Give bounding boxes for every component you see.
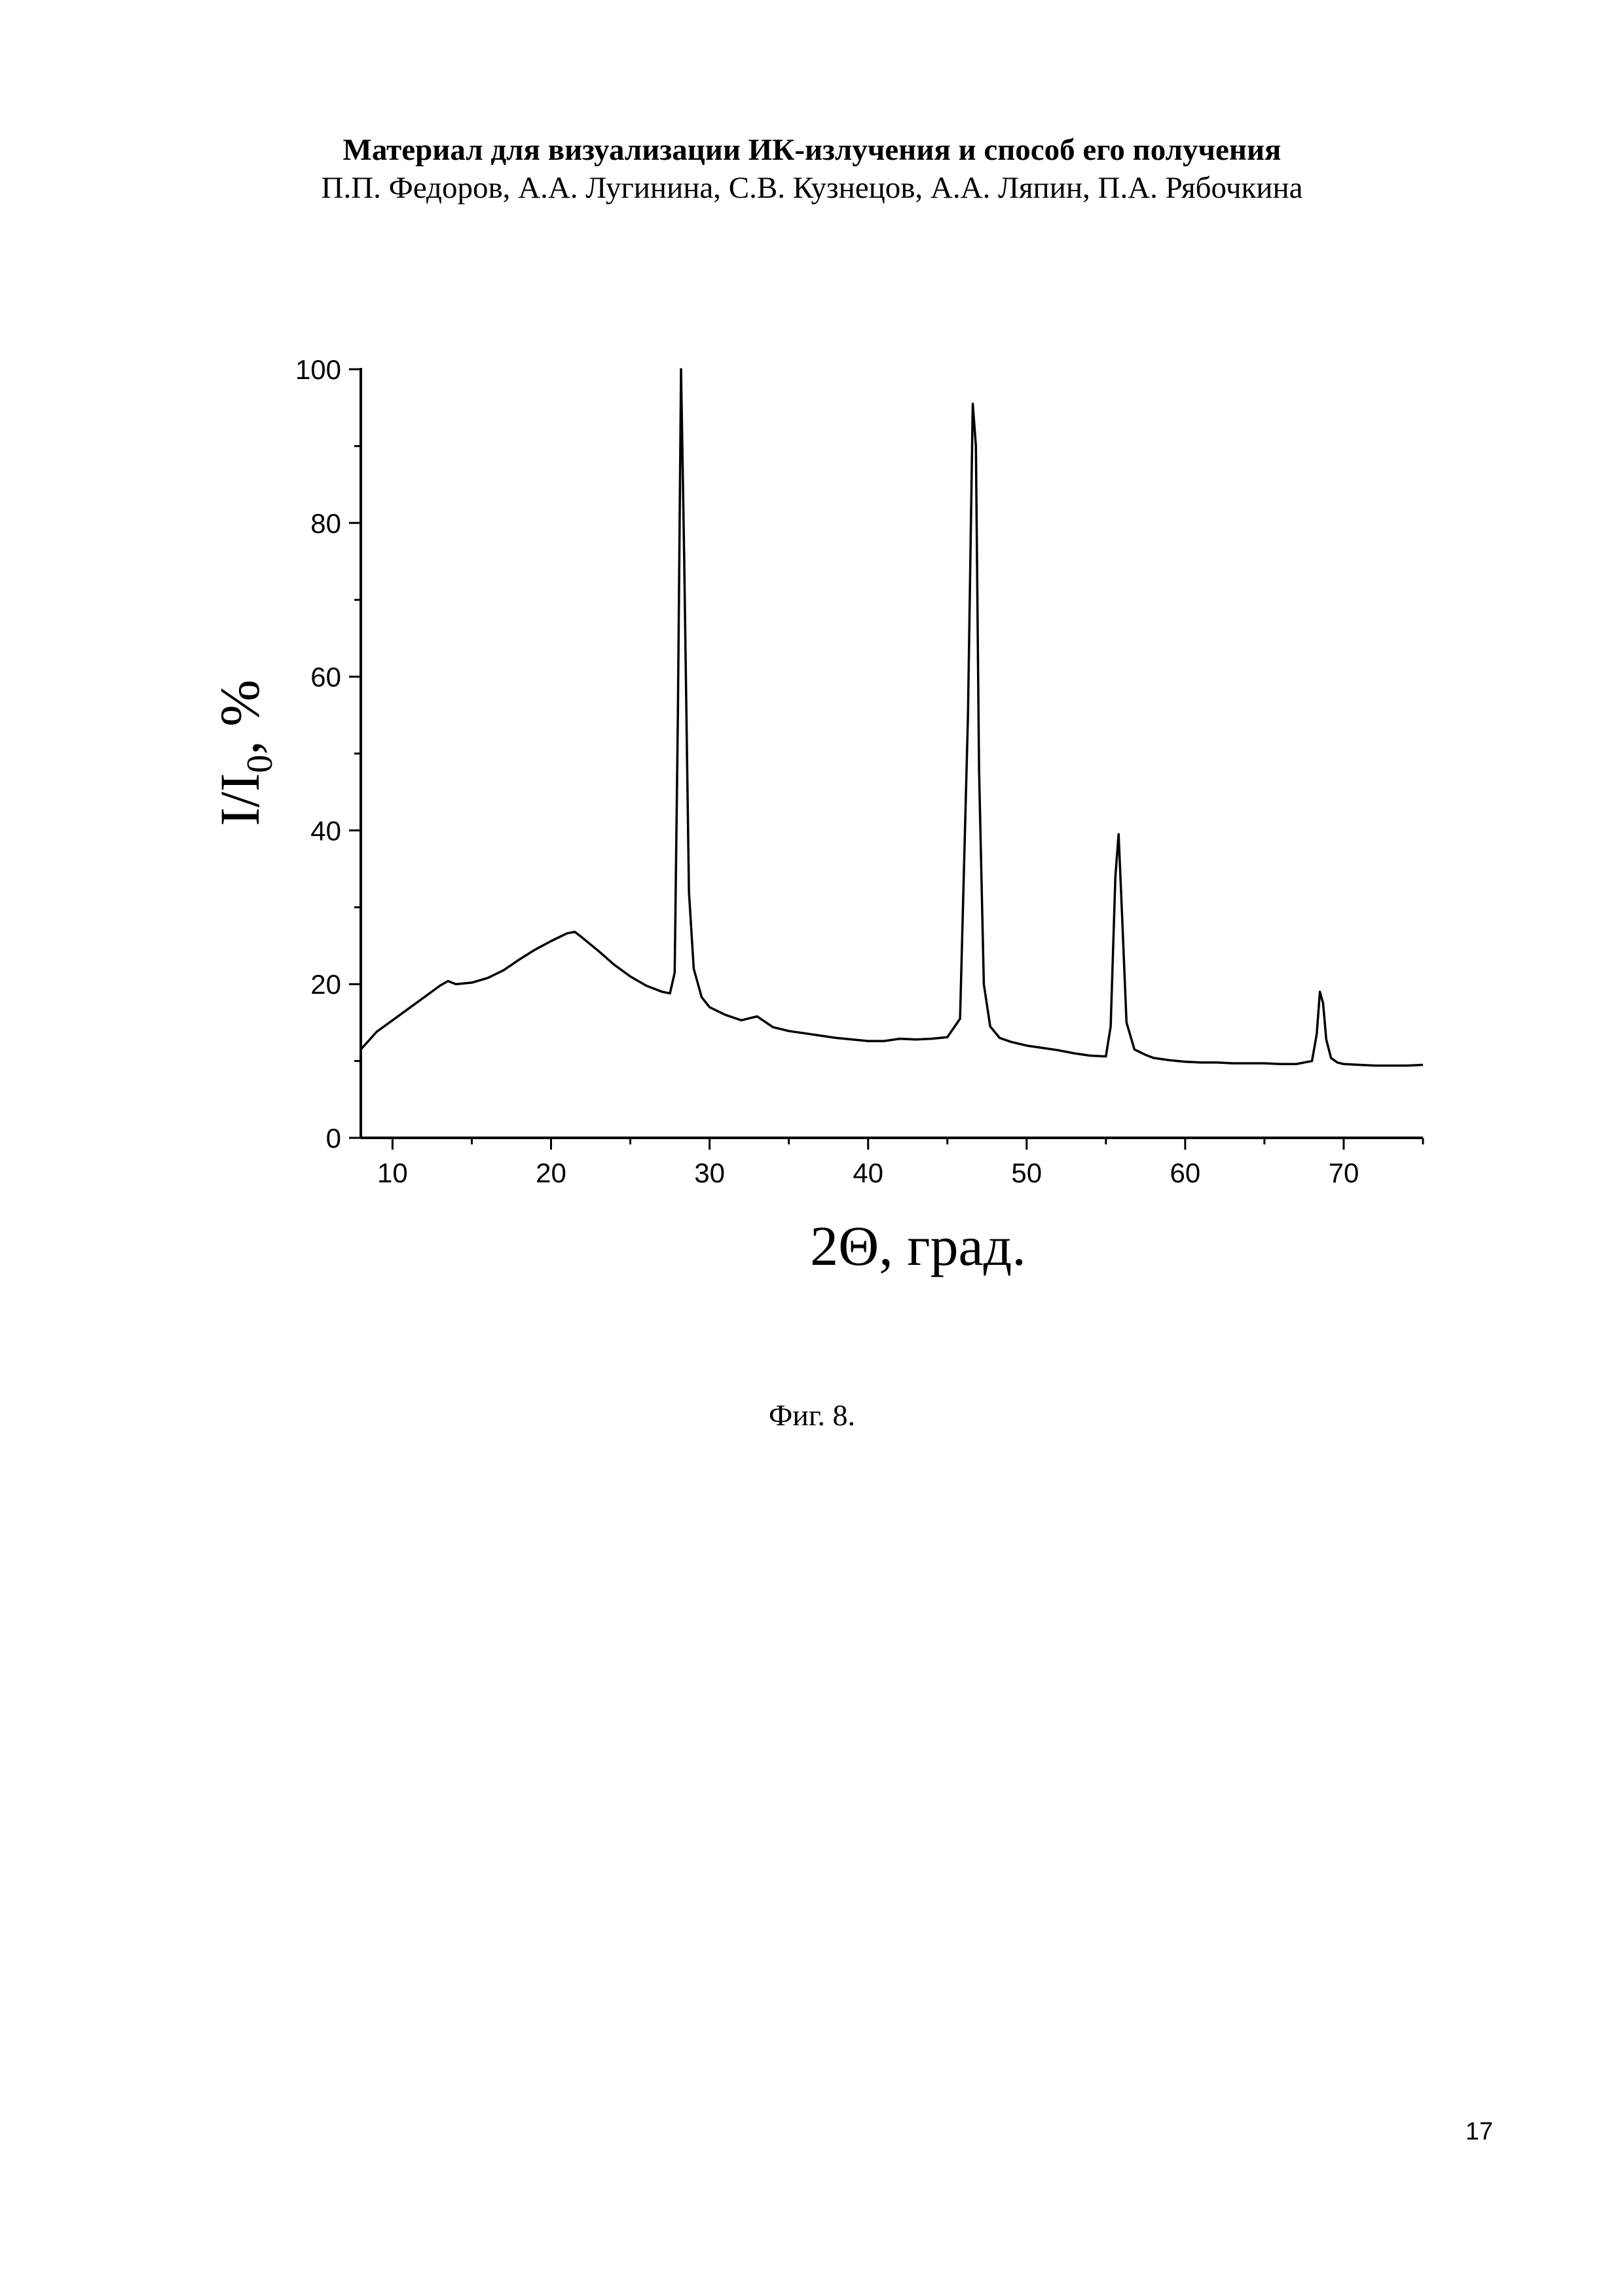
series-line — [361, 369, 1423, 1066]
y-tick-label: 80 — [310, 508, 341, 539]
x-tick-label: 40 — [853, 1157, 883, 1188]
y-tick-label: 40 — [310, 815, 341, 846]
y-tick-label: 0 — [326, 1123, 341, 1154]
y-tick-label: 60 — [310, 662, 341, 693]
xrd-chart: 10 20 30 40 50 60 70 0 20 40 60 80 100 2Θ, град. I/I0,… — [0, 0, 1624, 1309]
x-tick-label: 20 — [536, 1157, 566, 1188]
x-tick-label: 50 — [1011, 1157, 1042, 1188]
page-number: 17 — [1466, 2118, 1493, 2146]
y-axis-label: I/I0, % — [208, 680, 280, 826]
figure-caption: Фиг. 8. — [0, 1398, 1624, 1432]
x-tick-label: 10 — [377, 1157, 408, 1188]
x-tick-label: 70 — [1329, 1157, 1359, 1188]
y-tick-label: 20 — [310, 969, 341, 1000]
y-tick-label: 100 — [295, 354, 341, 385]
x-axis-label: 2Θ, град. — [810, 1214, 1026, 1277]
x-tick-label: 30 — [694, 1157, 725, 1188]
x-tick-label: 60 — [1170, 1157, 1201, 1188]
